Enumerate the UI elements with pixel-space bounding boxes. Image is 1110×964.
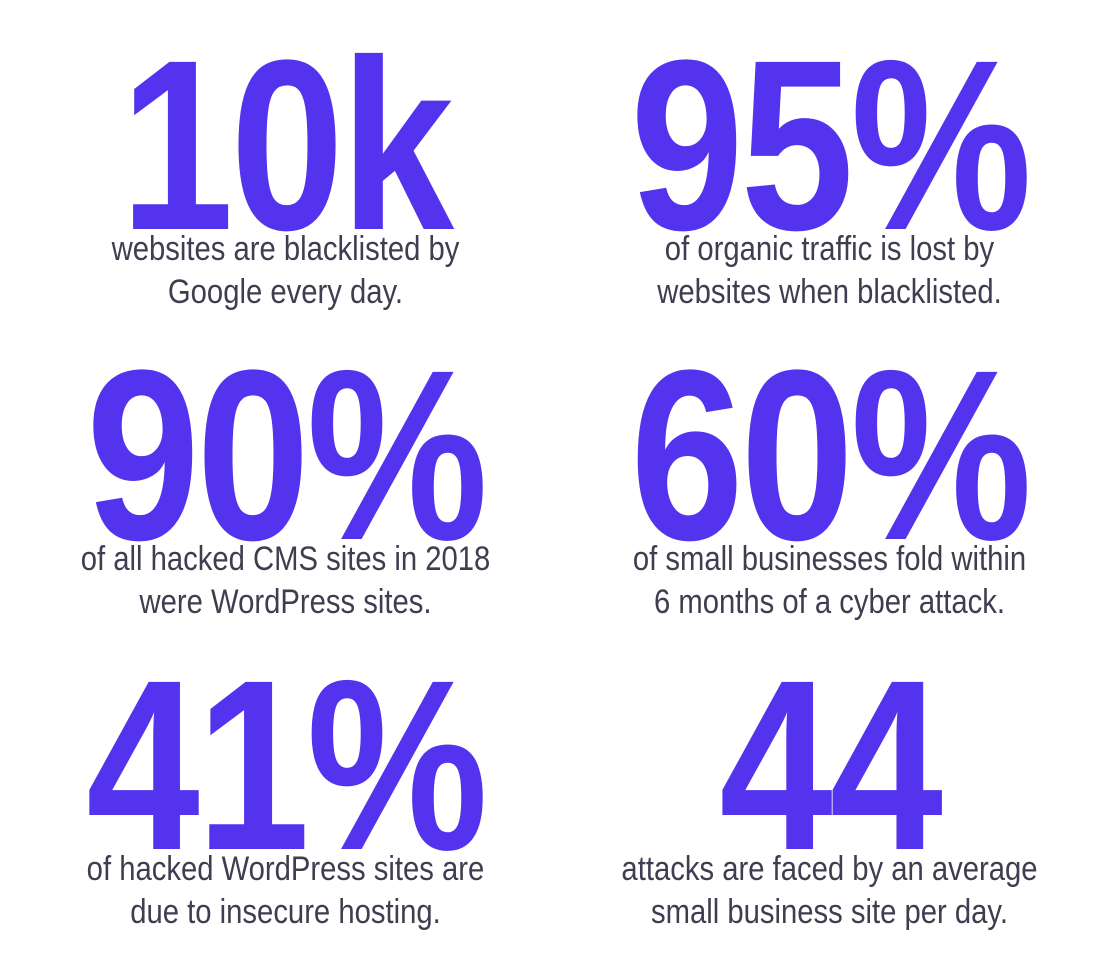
caption-line: Google every day. [167, 273, 404, 311]
stat-block: 60% of small businesses fold within 6 mont… [552, 334, 1107, 654]
caption-line: of organic traffic is lost by [664, 230, 995, 268]
caption-line: of all hacked CMS sites in 2018 [80, 540, 491, 578]
stat-caption: attacks are faced by an average small bus… [556, 848, 1102, 934]
stat-value: 41% [86, 630, 488, 901]
stat-caption: websites are blacklisted by Google every … [12, 228, 558, 314]
stat-caption: of all hacked CMS sites in 2018 were Word… [12, 538, 558, 624]
stat-caption: of organic traffic is lost by websites wh… [556, 228, 1102, 314]
stat-value: 90% [86, 320, 488, 591]
stat-value: 44 [719, 630, 943, 901]
stat-block: 44 attacks are faced by an average small b… [552, 644, 1107, 964]
stat-value: 95% [630, 10, 1032, 281]
caption-line: 6 months of a cyber attack. [653, 583, 1006, 621]
stat-block: 10k websites are blacklisted by Google eve… [8, 24, 563, 344]
caption-line: websites are blacklisted by [111, 230, 460, 268]
stat-block: 90% of all hacked CMS sites in 2018 were W… [8, 334, 563, 654]
stat-block: 95% of organic traffic is lost by websites… [552, 24, 1107, 344]
stat-block: 41% of hacked WordPress sites are due to i… [8, 644, 563, 964]
caption-line: websites when blacklisted. [657, 273, 1002, 311]
caption-line: attacks are faced by an average [621, 850, 1038, 888]
caption-line: of hacked WordPress sites are [86, 850, 485, 888]
caption-line: small business site per day. [650, 893, 1008, 931]
caption-line: were WordPress sites. [139, 583, 432, 621]
caption-line: due to insecure hosting. [130, 893, 441, 931]
stat-caption: of small businesses fold within 6 months … [556, 538, 1102, 624]
stat-value: 60% [630, 320, 1032, 591]
stat-value: 10k [120, 10, 454, 281]
caption-line: of small businesses fold within [632, 540, 1027, 578]
stat-caption: of hacked WordPress sites are due to inse… [12, 848, 558, 934]
